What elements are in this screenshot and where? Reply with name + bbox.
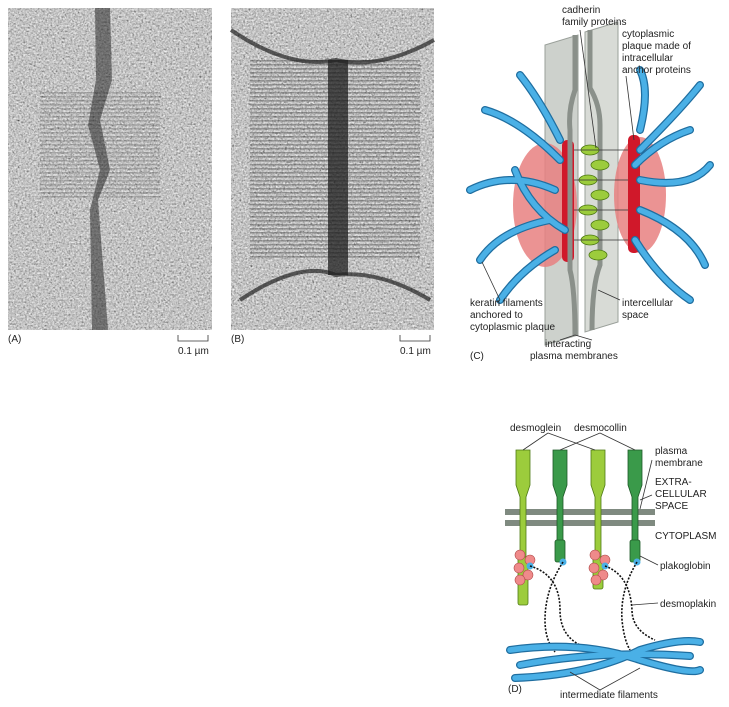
- annotation: anchor proteins: [622, 65, 691, 76]
- annotation: plakoglobin: [660, 561, 711, 572]
- annotation: intercellular: [622, 298, 674, 309]
- annotation: space: [622, 310, 649, 321]
- panel-label: (C): [470, 351, 484, 362]
- annotation: interacting: [545, 339, 591, 350]
- annotation: SPACE: [655, 501, 688, 512]
- annotation: family proteins: [562, 17, 626, 28]
- annotation: desmoplakin: [660, 599, 716, 610]
- molecular-schematic: [505, 432, 704, 691]
- annotation: CELLULAR: [655, 489, 707, 500]
- annotation: cadherin: [562, 5, 600, 16]
- annotation: EXTRA-: [655, 477, 692, 488]
- desmosome-schematic: [466, 21, 714, 346]
- annotation: anchored to: [470, 310, 523, 321]
- annotation: plasma membranes: [530, 351, 618, 362]
- panel-label: (A): [8, 334, 21, 345]
- annotation: keratin filaments: [470, 298, 543, 309]
- scale-bars: [177, 335, 431, 342]
- annotation: desmoglein: [510, 423, 561, 434]
- panel-d-labels: desmoglein desmocollin plasma membrane E…: [508, 423, 717, 701]
- annotation: desmocollin: [574, 423, 627, 434]
- panel-label: (D): [508, 684, 522, 695]
- panel-label: (B): [231, 334, 244, 345]
- scale-label: 0.1 µm: [400, 346, 431, 357]
- annotation: plaque made of: [622, 41, 691, 52]
- micrograph-b: [229, 8, 435, 330]
- annotation: CYTOPLASM: [655, 531, 717, 542]
- annotation: cytoplasmic: [622, 29, 674, 40]
- scale-label: 0.1 µm: [178, 346, 209, 357]
- annotation: intermediate filaments: [560, 690, 658, 701]
- annotation: plasma: [655, 446, 688, 457]
- annotation: membrane: [655, 458, 703, 469]
- annotation: intracellular: [622, 53, 674, 64]
- annotation: cytoplasmic plaque: [470, 322, 555, 333]
- panel-c-labels: cadherin family proteins cytoplasmic pla…: [470, 5, 691, 362]
- micrograph-a: [8, 8, 212, 330]
